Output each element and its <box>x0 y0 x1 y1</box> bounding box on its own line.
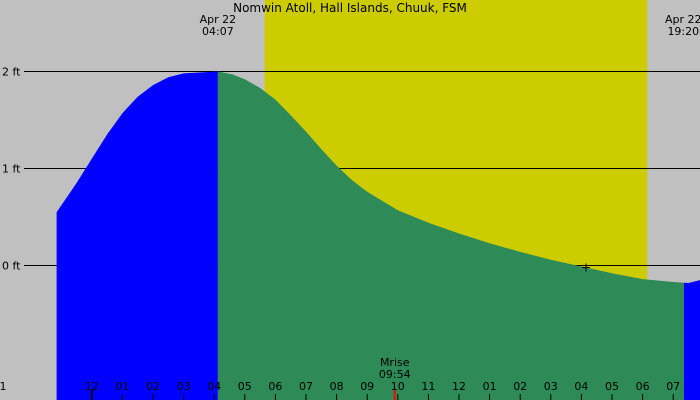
x-tick-label: 02 <box>146 380 160 393</box>
extreme-time-label: 04:07 <box>202 25 234 38</box>
extreme-time-label: 19:20 <box>667 25 699 38</box>
y-tick-label: 1 ft <box>2 163 21 176</box>
x-tick-label: 12 <box>85 380 99 393</box>
rising-tide-area <box>56 71 218 400</box>
x-tick-label: 06 <box>268 380 282 393</box>
extreme-date-label: Apr 22 <box>665 13 700 26</box>
y-tick-label: 0 ft <box>2 260 21 273</box>
moonrise-time-label: 09:54 <box>379 368 411 381</box>
x-tick-label: 1 <box>0 380 7 393</box>
x-tick-label: 10 <box>391 380 405 393</box>
x-tick-label: 04 <box>207 380 221 393</box>
x-tick-label: 03 <box>544 380 558 393</box>
falling-tide-area <box>217 71 684 400</box>
x-tick-label: 09 <box>360 380 374 393</box>
extreme-date-label: Apr 22 <box>200 13 237 26</box>
x-tick-label: 12 <box>452 380 466 393</box>
y-tick-label: 2 ft <box>2 66 21 79</box>
x-tick-label: 05 <box>605 380 619 393</box>
x-tick-label: 02 <box>513 380 527 393</box>
x-tick-label: 01 <box>115 380 129 393</box>
moonrise-label: Mrise <box>380 356 410 369</box>
x-tick-label: 11 <box>421 380 435 393</box>
chart-title: Nomwin Atoll, Hall Islands, Chuuk, FSM <box>233 1 467 15</box>
x-tick-label: 05 <box>238 380 252 393</box>
rising-tide-area <box>683 280 700 400</box>
x-tick-label: 06 <box>636 380 650 393</box>
x-tick-label: 07 <box>299 380 313 393</box>
x-tick-label: 04 <box>574 380 588 393</box>
x-tick-label: 03 <box>177 380 191 393</box>
x-tick-label: 07 <box>666 380 680 393</box>
x-tick-label: 01 <box>483 380 497 393</box>
x-tick-label: 08 <box>330 380 344 393</box>
